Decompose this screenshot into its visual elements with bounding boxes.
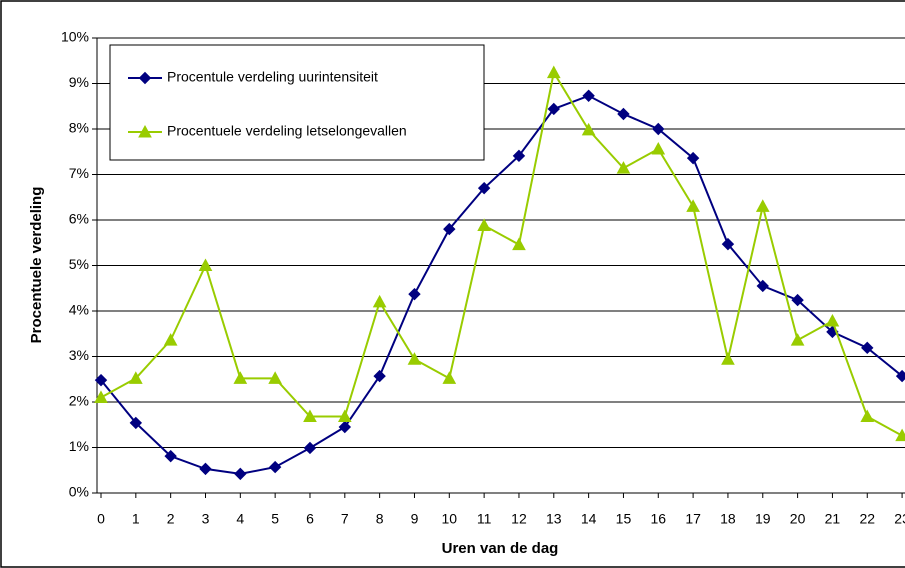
x-tick-label: 5 — [271, 511, 279, 527]
legend-marker — [138, 71, 152, 85]
x-tick-label: 6 — [306, 511, 314, 527]
x-tick-label: 20 — [790, 511, 806, 527]
x-tick-label: 11 — [477, 511, 492, 527]
data-point — [825, 313, 840, 327]
y-tick-label: 9% — [69, 74, 89, 90]
data-point — [372, 294, 387, 308]
data-point — [756, 279, 769, 293]
x-tick-label: 12 — [511, 511, 527, 527]
data-point — [442, 371, 457, 384]
data-point — [791, 293, 804, 307]
x-tick-label: 16 — [650, 511, 666, 527]
x-tick-label: 13 — [546, 511, 562, 527]
series-line — [100, 69, 903, 437]
series-line — [100, 94, 903, 475]
data-point — [198, 258, 213, 271]
y-tick-label: 4% — [69, 302, 89, 318]
x-tick-label: 14 — [581, 511, 597, 527]
y-tick-label: 2% — [69, 393, 89, 409]
data-point — [477, 218, 491, 231]
data-point — [512, 237, 526, 251]
x-tick-label: 23 — [894, 511, 905, 527]
data-point — [408, 287, 421, 301]
x-tick-label: 2 — [167, 511, 175, 527]
data-point — [94, 373, 108, 387]
data-point — [303, 409, 317, 423]
data-point — [686, 151, 700, 165]
data-point — [164, 449, 177, 463]
x-tick-label: 17 — [685, 511, 701, 527]
x-tick-label: 3 — [202, 511, 210, 527]
data-point — [581, 122, 596, 136]
data-point — [582, 89, 595, 102]
data-point — [338, 420, 352, 434]
legend — [109, 44, 485, 161]
x-tick-label: 4 — [236, 511, 244, 527]
x-tick-label: 7 — [341, 511, 349, 527]
x-tick-label: 8 — [376, 511, 384, 527]
x-tick-label: 0 — [97, 511, 105, 527]
data-point — [546, 65, 561, 79]
x-tick-label: 19 — [755, 511, 771, 527]
data-point — [651, 141, 666, 155]
x-tick-label: 21 — [825, 511, 841, 527]
data-point — [617, 107, 630, 121]
y-tick-label: 3% — [69, 347, 89, 363]
x-axis-title: Uren van de dag — [442, 540, 559, 557]
data-point — [861, 341, 874, 355]
x-tick-label: 22 — [859, 511, 875, 527]
data-point — [895, 428, 905, 442]
data-point — [652, 122, 665, 136]
data-point — [860, 409, 875, 423]
y-tick-label: 0% — [69, 484, 89, 500]
data-point — [721, 237, 735, 251]
data-point — [233, 371, 248, 384]
legend-label: Procentule verdeling uurintensiteit — [167, 69, 378, 85]
data-point — [373, 369, 386, 383]
y-tick-label: 5% — [69, 256, 89, 272]
data-point — [721, 352, 735, 365]
y-tick-label: 6% — [69, 211, 89, 227]
data-point — [895, 369, 905, 383]
data-point — [616, 161, 631, 174]
legend-label: Procentuele verdeling letselongevallen — [167, 123, 407, 139]
data-point — [477, 181, 491, 195]
data-point — [94, 390, 108, 403]
data-point — [303, 441, 317, 455]
y-axis-title: Procentuele verdeling — [28, 187, 45, 344]
data-point — [337, 409, 352, 423]
data-point — [163, 333, 178, 346]
data-point — [407, 352, 422, 365]
data-point — [129, 416, 143, 430]
data-point — [512, 149, 526, 163]
y-tick-label: 1% — [69, 438, 89, 454]
y-tick-label: 10% — [61, 29, 89, 45]
x-tick-label: 1 — [132, 511, 140, 527]
data-point — [443, 222, 456, 236]
data-point — [268, 371, 282, 384]
data-point — [686, 199, 700, 212]
x-tick-label: 10 — [442, 511, 458, 527]
data-point — [234, 467, 247, 481]
x-tick-label: 9 — [411, 511, 419, 527]
y-tick-label: 8% — [69, 120, 89, 136]
x-tick-label: 18 — [720, 511, 736, 527]
data-point — [128, 371, 143, 384]
data-point — [790, 333, 805, 346]
x-tick-label: 15 — [616, 511, 632, 527]
data-point — [755, 199, 770, 212]
data-point — [547, 102, 560, 116]
data-point — [268, 460, 282, 474]
legend-marker — [138, 124, 152, 138]
data-point — [199, 462, 212, 476]
y-tick-label: 7% — [69, 165, 89, 181]
